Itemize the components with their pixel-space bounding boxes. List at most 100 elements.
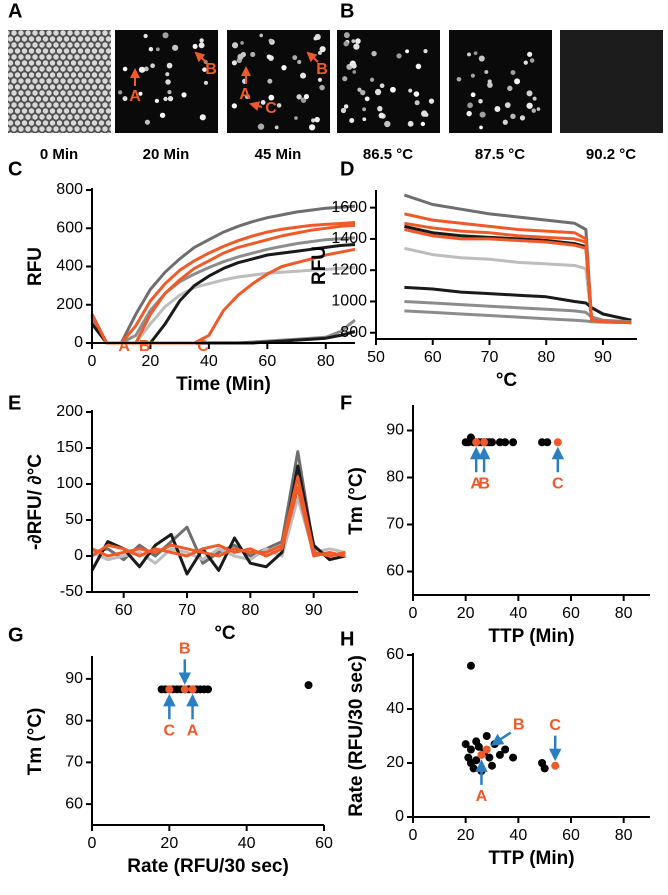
annotation: B (179, 641, 191, 658)
annotation: B (478, 475, 490, 492)
spot (150, 63, 155, 69)
x-tick-label: 80 (317, 353, 335, 370)
point (553, 438, 562, 447)
spot (357, 87, 362, 92)
spot (466, 110, 472, 117)
point (474, 742, 483, 751)
y-tick-label: 100 (56, 475, 83, 492)
spot (362, 117, 367, 122)
series-line (90, 464, 346, 576)
spot (479, 111, 486, 118)
spot (155, 47, 160, 52)
annotation: C (552, 475, 564, 492)
micrograph (8, 30, 111, 133)
spot (349, 118, 355, 124)
spot (510, 70, 516, 75)
spot (203, 80, 208, 85)
spot (167, 95, 174, 102)
spot (523, 60, 528, 65)
spot (510, 113, 516, 120)
arrow (249, 101, 263, 111)
y-tick-label: 60 (386, 646, 404, 663)
series-line (404, 285, 632, 322)
point (461, 740, 470, 749)
y-tick-label: 60 (65, 795, 83, 812)
point (204, 685, 212, 694)
y-axis-label: RFU (25, 247, 46, 286)
spot (314, 116, 320, 123)
point (482, 745, 491, 754)
y-tick-label: 20 (386, 754, 404, 771)
spot (456, 76, 462, 82)
spot (259, 33, 264, 38)
image-caption: 90.2 °C (586, 146, 636, 163)
spot (300, 97, 307, 103)
x-axis-label: TTP (Min) (488, 626, 574, 647)
spot (148, 46, 154, 52)
point (485, 753, 494, 762)
x-axis-label: TTP (Min) (488, 848, 574, 869)
point (509, 753, 518, 762)
x-tick-label: 70 (178, 602, 196, 619)
spot (369, 77, 375, 82)
point (188, 685, 197, 694)
y-tick-label: 200 (56, 296, 83, 313)
spot (138, 66, 145, 73)
series-line (90, 221, 356, 345)
y-axis-label: RFU (309, 246, 330, 285)
spot (281, 65, 287, 71)
spot (384, 120, 391, 128)
spot (470, 92, 476, 98)
spot (199, 38, 204, 43)
x-tick-label: 60 (115, 602, 133, 619)
spot (274, 125, 279, 130)
annotation: C (549, 717, 561, 734)
image-caption: 45 Min (255, 146, 302, 163)
spot (313, 36, 318, 41)
spot (294, 116, 298, 120)
spot (268, 94, 275, 101)
spot (514, 78, 521, 85)
x-tick-label: 60 (315, 835, 333, 852)
x-tick-label: 60 (562, 605, 580, 622)
spot (478, 55, 485, 62)
spot (526, 102, 533, 109)
x-tick-label: 60 (562, 827, 580, 844)
x-axis-label: °C (214, 623, 236, 644)
spot (165, 72, 170, 77)
image-annotations: A B A B C (129, 51, 328, 117)
panel-letter: D (340, 158, 354, 180)
image-caption: 86.5 °C (363, 146, 413, 163)
spot (122, 66, 128, 72)
spot (507, 85, 513, 92)
x-tick-label: 50 (367, 349, 385, 366)
spot (296, 94, 302, 100)
spot (240, 41, 244, 45)
image-caption: 0 Min (40, 146, 78, 163)
y-tick-label: 40 (386, 700, 404, 717)
spot (362, 107, 367, 112)
x-tick-label: 20 (142, 353, 160, 370)
y-axis-label: -∂RFU/ ∂°C (25, 454, 46, 550)
spot (428, 98, 435, 104)
x-axis-label: Rate (RFU/30 sec) (127, 856, 289, 877)
panel-letter: F (340, 392, 352, 414)
spot (317, 77, 323, 82)
panel-letter: H (340, 628, 354, 650)
micrographs: A B (8, 0, 354, 133)
point (477, 750, 486, 759)
spot (351, 63, 357, 69)
spot (199, 114, 206, 121)
spot (343, 32, 350, 39)
x-tick-label: 40 (238, 835, 256, 852)
spot (192, 43, 198, 49)
annotation: B (139, 338, 151, 355)
point (180, 685, 189, 694)
spot (162, 32, 169, 39)
spot (423, 48, 428, 54)
spot (311, 118, 316, 123)
chart: D 50 60 70 80 90 800 1000 1200 1400 1600 °C RFU (309, 158, 637, 391)
x-axis-label: Time (Min) (176, 374, 271, 395)
series-line (90, 236, 356, 345)
